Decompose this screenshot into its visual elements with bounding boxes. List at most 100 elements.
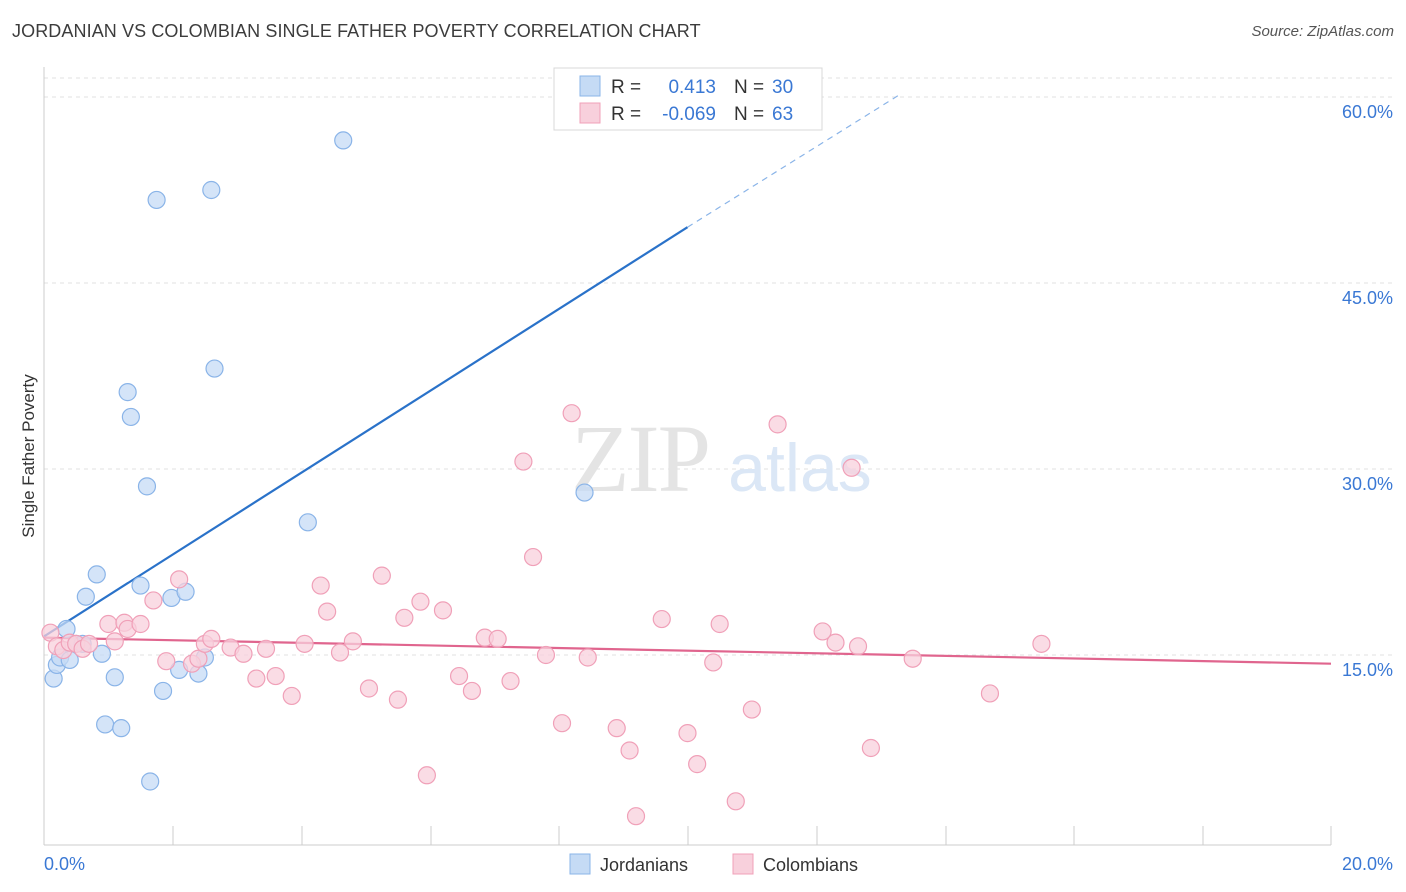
stats-r-label-jordanians: R = xyxy=(611,77,641,98)
point-colombians xyxy=(359,679,379,698)
legend-label-jordanians[interactable]: Jordanians xyxy=(600,855,688,875)
y-tick-label: 30.0% xyxy=(1342,474,1393,494)
x-tick-label: 0.0% xyxy=(44,854,85,874)
point-jordanians xyxy=(92,644,112,663)
point-jordanians xyxy=(147,190,166,210)
point-colombians xyxy=(652,609,671,629)
x-tick-label: 20.0% xyxy=(1342,854,1393,874)
y-tick-label: 15.0% xyxy=(1342,660,1393,680)
point-colombians xyxy=(247,669,266,688)
trend-line-jordanians xyxy=(43,226,689,638)
stats-legend: R = 0.413 N = 30 R = -0.069 N = 63 xyxy=(553,67,823,131)
point-jordanians xyxy=(105,668,124,687)
gridlines xyxy=(44,77,1392,656)
point-colombians xyxy=(980,684,1000,703)
point-colombians xyxy=(311,576,330,595)
stats-r-label-colombians: R = xyxy=(611,104,641,125)
y-axis-title: Single Father Poverty xyxy=(19,374,38,538)
point-jordanians xyxy=(96,715,115,734)
point-colombians xyxy=(678,724,697,743)
point-jordanians xyxy=(141,772,160,791)
point-colombians xyxy=(170,570,189,589)
point-colombians xyxy=(411,592,430,611)
point-colombians xyxy=(372,566,391,585)
point-colombians xyxy=(704,653,723,672)
point-jordanians xyxy=(334,131,353,150)
chart-title: JORDANIAN VS COLOMBIAN SINGLE FATHER POV… xyxy=(12,21,701,41)
point-colombians xyxy=(536,645,556,665)
point-jordanians xyxy=(202,180,221,200)
point-colombians xyxy=(514,452,533,471)
point-colombians xyxy=(552,714,572,733)
point-jordanians xyxy=(118,383,137,402)
point-jordanians xyxy=(153,681,173,701)
point-jordanians xyxy=(131,576,150,595)
source-label: Source: ZipAtlas.com xyxy=(1251,23,1394,40)
point-colombians xyxy=(620,741,639,760)
trend-line-colombians xyxy=(43,636,1332,665)
point-colombians xyxy=(433,601,453,620)
point-colombians xyxy=(903,649,922,668)
x-tick-labels: 0.0% 20.0% xyxy=(44,854,1393,874)
point-colombians xyxy=(105,632,124,651)
point-colombians xyxy=(813,622,832,641)
point-colombians xyxy=(417,766,436,785)
point-colombians xyxy=(343,632,362,651)
point-colombians xyxy=(726,792,745,811)
stats-r-value-colombians: -0.069 xyxy=(662,104,716,125)
legend-label-colombians[interactable]: Colombians xyxy=(763,855,858,875)
point-colombians xyxy=(449,666,469,686)
point-colombians xyxy=(266,666,285,686)
stats-r-value-jordanians: 0.413 xyxy=(668,77,716,98)
point-colombians xyxy=(626,807,646,826)
point-jordanians xyxy=(87,565,106,584)
point-jordanians xyxy=(137,477,157,496)
watermark-zip: ZIP xyxy=(571,405,709,512)
point-colombians xyxy=(501,671,520,691)
point-colombians xyxy=(1032,634,1051,653)
point-colombians xyxy=(330,643,350,662)
legend-swatch-jordanians[interactable] xyxy=(569,853,591,875)
point-colombians xyxy=(578,648,597,667)
trend-extension-jordanians xyxy=(687,94,901,228)
point-colombians xyxy=(842,458,861,477)
point-colombians xyxy=(256,639,276,658)
stats-n-label-jordanians: N = xyxy=(734,77,764,98)
point-colombians xyxy=(202,629,221,648)
y-tick-labels: 15.0% 30.0% 45.0% 60.0% xyxy=(1342,102,1393,680)
point-colombians xyxy=(131,614,150,634)
point-jordanians xyxy=(112,719,131,738)
y-tick-label: 45.0% xyxy=(1342,288,1393,308)
point-colombians xyxy=(523,547,543,567)
x-ticks xyxy=(43,826,1332,845)
point-colombians xyxy=(742,700,761,719)
point-jordanians xyxy=(76,587,95,606)
point-colombians xyxy=(688,755,707,774)
point-colombians xyxy=(826,633,845,652)
legend-swatch-colombians[interactable] xyxy=(732,853,754,875)
point-colombians xyxy=(318,602,337,621)
stats-swatch-colombians xyxy=(579,102,601,124)
point-colombians xyxy=(488,629,507,648)
point-colombians xyxy=(462,681,482,701)
stats-swatch-jordanians xyxy=(579,75,601,97)
point-colombians xyxy=(768,415,787,434)
point-colombians xyxy=(157,652,176,671)
stats-n-value-jordanians: 30 xyxy=(772,77,793,98)
point-colombians xyxy=(295,634,314,653)
point-colombians xyxy=(388,690,408,709)
data-points xyxy=(41,131,1051,826)
y-tick-label: 60.0% xyxy=(1342,102,1393,122)
point-jordanians xyxy=(205,359,224,378)
point-jordanians xyxy=(575,483,594,502)
series-legend: Jordanians Colombians xyxy=(569,853,858,875)
stats-n-label-colombians: N = xyxy=(734,104,764,125)
point-colombians xyxy=(607,719,626,738)
point-colombians xyxy=(234,644,253,663)
point-colombians xyxy=(79,634,99,653)
point-colombians xyxy=(282,686,301,706)
point-jordanians xyxy=(121,407,140,427)
trend-lines xyxy=(43,94,1332,665)
point-colombians xyxy=(562,404,581,423)
